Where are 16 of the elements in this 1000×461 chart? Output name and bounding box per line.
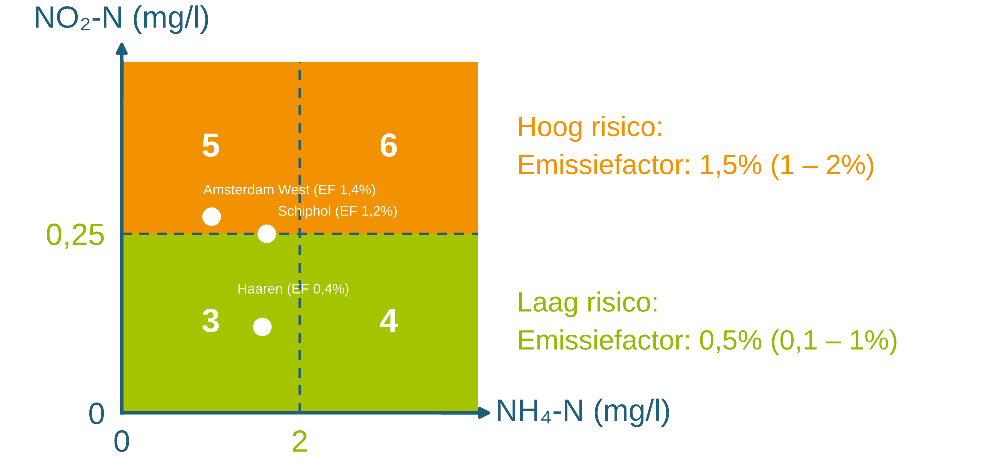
point <box>253 318 272 336</box>
band-label: Hoog risico: Emissiefactor: 1,5% (1 – 2%) <box>519 116 874 180</box>
y-tick-label: 0,25 <box>47 224 104 250</box>
annotation: 3 <box>202 308 220 333</box>
series-label: Amsterdam West (EF 1,4%) <box>204 184 376 198</box>
point <box>202 208 222 226</box>
annotation: 4 <box>380 309 398 332</box>
x-axis-title: NH₄-N (mg/l) <box>498 398 670 428</box>
x-tick-label: 2 <box>293 430 307 452</box>
annotation: 6 <box>380 133 398 158</box>
annotation: 5 <box>202 134 220 158</box>
y-axis-title: NO₂-N (mg/l) <box>36 6 208 34</box>
series-label: Schiphol (EF 1,2%) <box>278 206 397 219</box>
band-label: Laag risico: Emissiefactor: 0,5% (0,1 – 1%) <box>519 292 897 356</box>
point <box>258 224 276 244</box>
text: Haaren (EF 0,4%) <box>238 284 349 297</box>
